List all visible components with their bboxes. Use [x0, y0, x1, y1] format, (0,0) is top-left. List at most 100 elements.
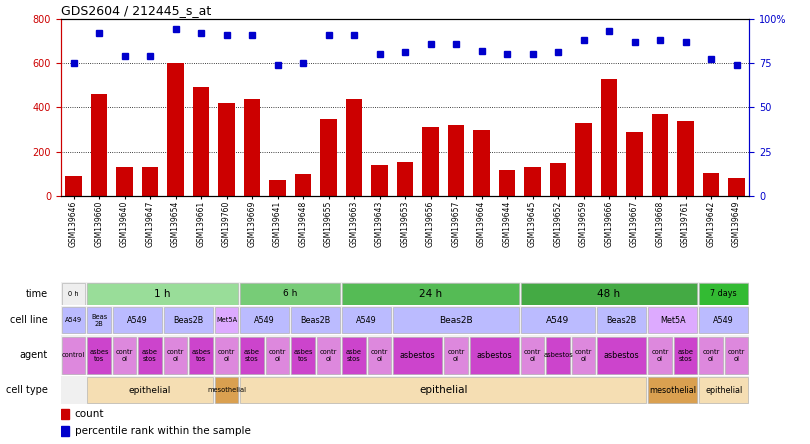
- Bar: [699, 337, 723, 373]
- Bar: [87, 337, 111, 373]
- Text: asbes
tos: asbes tos: [191, 349, 211, 362]
- Bar: [164, 308, 213, 333]
- Text: cell type: cell type: [6, 385, 48, 395]
- Bar: [215, 337, 238, 373]
- Text: contr
ol: contr ol: [728, 349, 745, 362]
- Bar: [240, 377, 646, 403]
- Bar: [652, 114, 668, 196]
- Bar: [346, 99, 362, 196]
- Text: Beas
2B: Beas 2B: [91, 314, 107, 327]
- Text: asbe
stos: asbe stos: [244, 349, 260, 362]
- Bar: [521, 337, 544, 373]
- Text: Beas2B: Beas2B: [607, 316, 637, 325]
- Bar: [368, 337, 391, 373]
- Text: Beas2B: Beas2B: [173, 316, 203, 325]
- Bar: [393, 337, 442, 373]
- Text: asbe
stos: asbe stos: [346, 349, 362, 362]
- Text: asbestos: asbestos: [544, 352, 573, 358]
- Bar: [66, 176, 82, 196]
- Text: cell line: cell line: [11, 315, 48, 325]
- Bar: [62, 308, 86, 333]
- Text: asbe
stos: asbe stos: [142, 349, 158, 362]
- Text: contr
ol: contr ol: [524, 349, 541, 362]
- Bar: [724, 337, 748, 373]
- Text: count: count: [75, 409, 104, 419]
- Bar: [113, 337, 136, 373]
- Bar: [597, 308, 646, 333]
- Bar: [521, 283, 697, 305]
- Bar: [61, 425, 70, 436]
- Text: asbes
tos: asbes tos: [89, 349, 109, 362]
- Bar: [648, 377, 697, 403]
- Bar: [546, 337, 570, 373]
- Bar: [597, 337, 646, 373]
- Bar: [699, 377, 748, 403]
- Bar: [342, 308, 391, 333]
- Bar: [167, 63, 184, 196]
- Text: mesothelial: mesothelial: [207, 387, 246, 393]
- Bar: [677, 121, 694, 196]
- Bar: [218, 103, 235, 196]
- Text: contr
ol: contr ol: [167, 349, 184, 362]
- Bar: [164, 337, 187, 373]
- Text: mesothelial: mesothelial: [650, 385, 697, 395]
- Text: A549: A549: [356, 316, 377, 325]
- Bar: [266, 337, 289, 373]
- Bar: [648, 308, 697, 333]
- Bar: [422, 127, 439, 196]
- Text: contr
ol: contr ol: [575, 349, 592, 362]
- Bar: [448, 125, 464, 196]
- Text: 48 h: 48 h: [598, 289, 620, 299]
- Text: Met5A: Met5A: [660, 316, 685, 325]
- Text: A549: A549: [714, 316, 734, 325]
- Bar: [87, 377, 213, 403]
- Bar: [674, 337, 697, 373]
- Text: contr
ol: contr ol: [447, 349, 465, 362]
- Text: epithelial: epithelial: [706, 385, 743, 395]
- Bar: [189, 337, 213, 373]
- Bar: [269, 179, 286, 196]
- Bar: [397, 162, 413, 196]
- Bar: [291, 337, 315, 373]
- Bar: [142, 167, 158, 196]
- Bar: [317, 337, 340, 373]
- Bar: [244, 99, 260, 196]
- Bar: [601, 79, 617, 196]
- Bar: [116, 167, 133, 196]
- Text: epithelial: epithelial: [129, 385, 171, 395]
- Bar: [320, 119, 337, 196]
- Bar: [87, 308, 111, 333]
- Bar: [699, 283, 748, 305]
- Text: agent: agent: [19, 350, 48, 360]
- Bar: [444, 337, 468, 373]
- Bar: [393, 308, 519, 333]
- Text: contr
ol: contr ol: [371, 349, 388, 362]
- Bar: [193, 87, 209, 196]
- Bar: [240, 337, 264, 373]
- Bar: [572, 337, 595, 373]
- Text: asbestos: asbestos: [476, 351, 512, 360]
- Text: Beas2B: Beas2B: [439, 316, 473, 325]
- Bar: [215, 308, 238, 333]
- Bar: [473, 130, 490, 196]
- Bar: [87, 283, 238, 305]
- Text: A549: A549: [254, 316, 275, 325]
- Text: epithelial: epithelial: [419, 385, 467, 395]
- Text: A549: A549: [127, 316, 147, 325]
- Text: asbe
stos: asbe stos: [677, 349, 693, 362]
- Text: asbestos: asbestos: [400, 351, 436, 360]
- Bar: [113, 308, 162, 333]
- Text: percentile rank within the sample: percentile rank within the sample: [75, 425, 250, 436]
- Bar: [62, 337, 86, 373]
- Bar: [62, 283, 86, 305]
- Text: control: control: [62, 352, 85, 358]
- Bar: [521, 308, 595, 333]
- Text: A549: A549: [547, 316, 569, 325]
- Bar: [91, 94, 107, 196]
- Text: contr
ol: contr ol: [651, 349, 669, 362]
- Text: 24 h: 24 h: [419, 289, 442, 299]
- Bar: [342, 337, 366, 373]
- Bar: [626, 132, 643, 196]
- Text: asbes
tos: asbes tos: [293, 349, 313, 362]
- Bar: [703, 173, 719, 196]
